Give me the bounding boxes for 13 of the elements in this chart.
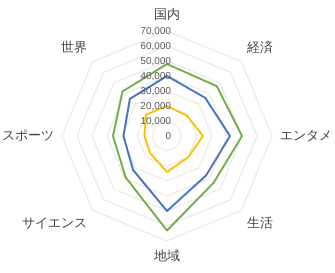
spoke-label: 生活 (246, 216, 273, 232)
spoke-label: 地域 (153, 249, 180, 264)
spoke-label: 国内 (154, 8, 180, 23)
spoke-label: サイエンス (22, 216, 88, 232)
y-tick-label: 20,000 (140, 100, 172, 112)
y-tick-label: 50,000 (140, 56, 172, 67)
y-tick-label: 0 (165, 130, 172, 142)
spoke-label: スポーツ (2, 128, 54, 144)
spoke-label: エンタメ (280, 128, 332, 144)
y-tick-label: 70,000 (140, 26, 172, 37)
spoke-label: 世界 (61, 40, 88, 56)
spoke-label: 経済 (246, 40, 273, 56)
y-tick-label: 60,000 (140, 40, 172, 52)
